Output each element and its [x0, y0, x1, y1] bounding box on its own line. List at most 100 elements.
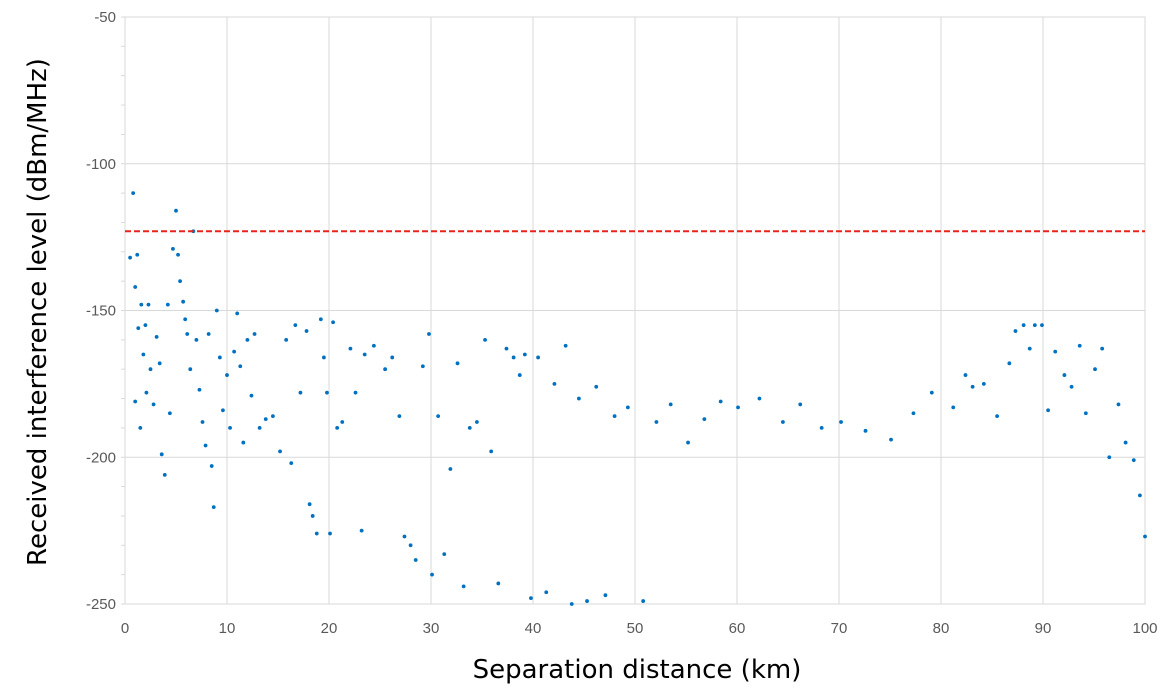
data-point	[504, 346, 509, 351]
data-point	[612, 414, 617, 419]
data-point	[157, 361, 162, 366]
data-point	[436, 414, 441, 419]
data-point	[284, 337, 289, 342]
data-point	[1007, 361, 1012, 366]
y-tick-label: -150	[86, 303, 116, 320]
data-point	[641, 599, 646, 603]
x-tick-label: 70	[831, 620, 848, 637]
data-point	[128, 255, 133, 260]
data-point	[133, 285, 138, 289]
data-point	[136, 326, 141, 331]
data-point	[1053, 349, 1058, 354]
data-point	[911, 411, 916, 416]
data-point	[839, 420, 843, 424]
data-point	[1027, 346, 1032, 351]
data-point	[353, 390, 358, 395]
data-point	[211, 505, 216, 510]
data-point	[245, 337, 250, 342]
data-point	[929, 390, 934, 395]
data-point	[141, 352, 146, 357]
data-point	[144, 390, 149, 395]
data-point	[304, 329, 309, 333]
data-point	[654, 420, 659, 424]
data-point	[1032, 323, 1037, 328]
data-point	[138, 426, 143, 430]
data-point	[1107, 455, 1112, 460]
data-point	[552, 381, 557, 386]
plot-frame	[124, 16, 1146, 605]
data-points	[128, 191, 1147, 606]
x-tick-label: 0	[121, 620, 129, 637]
gridlines	[121, 16, 1146, 605]
data-point	[325, 390, 329, 395]
data-point	[185, 332, 190, 336]
data-point	[1083, 411, 1088, 416]
data-point	[271, 414, 275, 419]
data-point	[135, 252, 140, 257]
data-point	[178, 279, 182, 284]
data-point	[718, 399, 723, 404]
x-tick-label: 50	[627, 620, 644, 637]
data-point	[214, 308, 219, 313]
x-tick-label: 100	[1132, 620, 1157, 637]
data-point	[221, 408, 225, 413]
data-point	[176, 252, 180, 257]
data-point	[348, 346, 353, 351]
data-point	[467, 426, 472, 430]
data-point	[1040, 323, 1044, 328]
data-point	[174, 208, 178, 213]
x-tick-label: 90	[1035, 620, 1052, 637]
data-point	[194, 337, 199, 342]
data-point	[889, 437, 893, 442]
data-point	[328, 531, 332, 536]
x-tick-label: 80	[933, 620, 950, 637]
data-point	[1093, 367, 1097, 372]
data-point	[455, 361, 460, 366]
data-point	[241, 440, 246, 445]
data-point	[209, 464, 214, 468]
data-point	[310, 514, 315, 518]
data-point	[225, 373, 229, 377]
data-point	[289, 461, 294, 466]
data-point	[1062, 373, 1067, 377]
data-point	[448, 467, 453, 471]
data-point	[148, 367, 153, 372]
data-point	[420, 364, 425, 369]
x-tick-label: 40	[525, 620, 542, 637]
data-point	[131, 191, 136, 196]
data-point	[331, 320, 335, 325]
data-point	[146, 302, 151, 307]
data-point	[461, 584, 466, 589]
data-point	[603, 593, 608, 598]
data-point	[322, 355, 326, 360]
data-point	[594, 384, 599, 389]
data-point	[278, 449, 282, 454]
data-point	[206, 332, 211, 336]
data-point	[402, 534, 407, 539]
data-point	[235, 311, 240, 316]
data-point	[151, 402, 156, 407]
data-point	[188, 367, 193, 372]
y-tick-labels: -50 -100 -150 -200 -250	[86, 9, 116, 613]
data-point	[293, 323, 298, 328]
data-point	[397, 414, 402, 419]
data-point	[314, 531, 319, 536]
data-point	[496, 581, 501, 586]
data-point	[702, 417, 707, 421]
data-point	[489, 449, 494, 454]
data-point	[963, 373, 968, 377]
y-tick-label: -200	[86, 449, 116, 466]
data-point	[563, 343, 568, 348]
data-point	[362, 352, 367, 357]
data-point	[686, 440, 690, 445]
data-point	[203, 443, 208, 448]
data-point	[200, 420, 205, 424]
x-tick-label: 30	[423, 620, 440, 637]
data-point	[139, 302, 144, 307]
data-point	[536, 355, 540, 360]
data-point	[757, 396, 762, 401]
data-point	[1021, 323, 1026, 328]
data-point	[544, 590, 549, 595]
data-point	[232, 349, 237, 354]
